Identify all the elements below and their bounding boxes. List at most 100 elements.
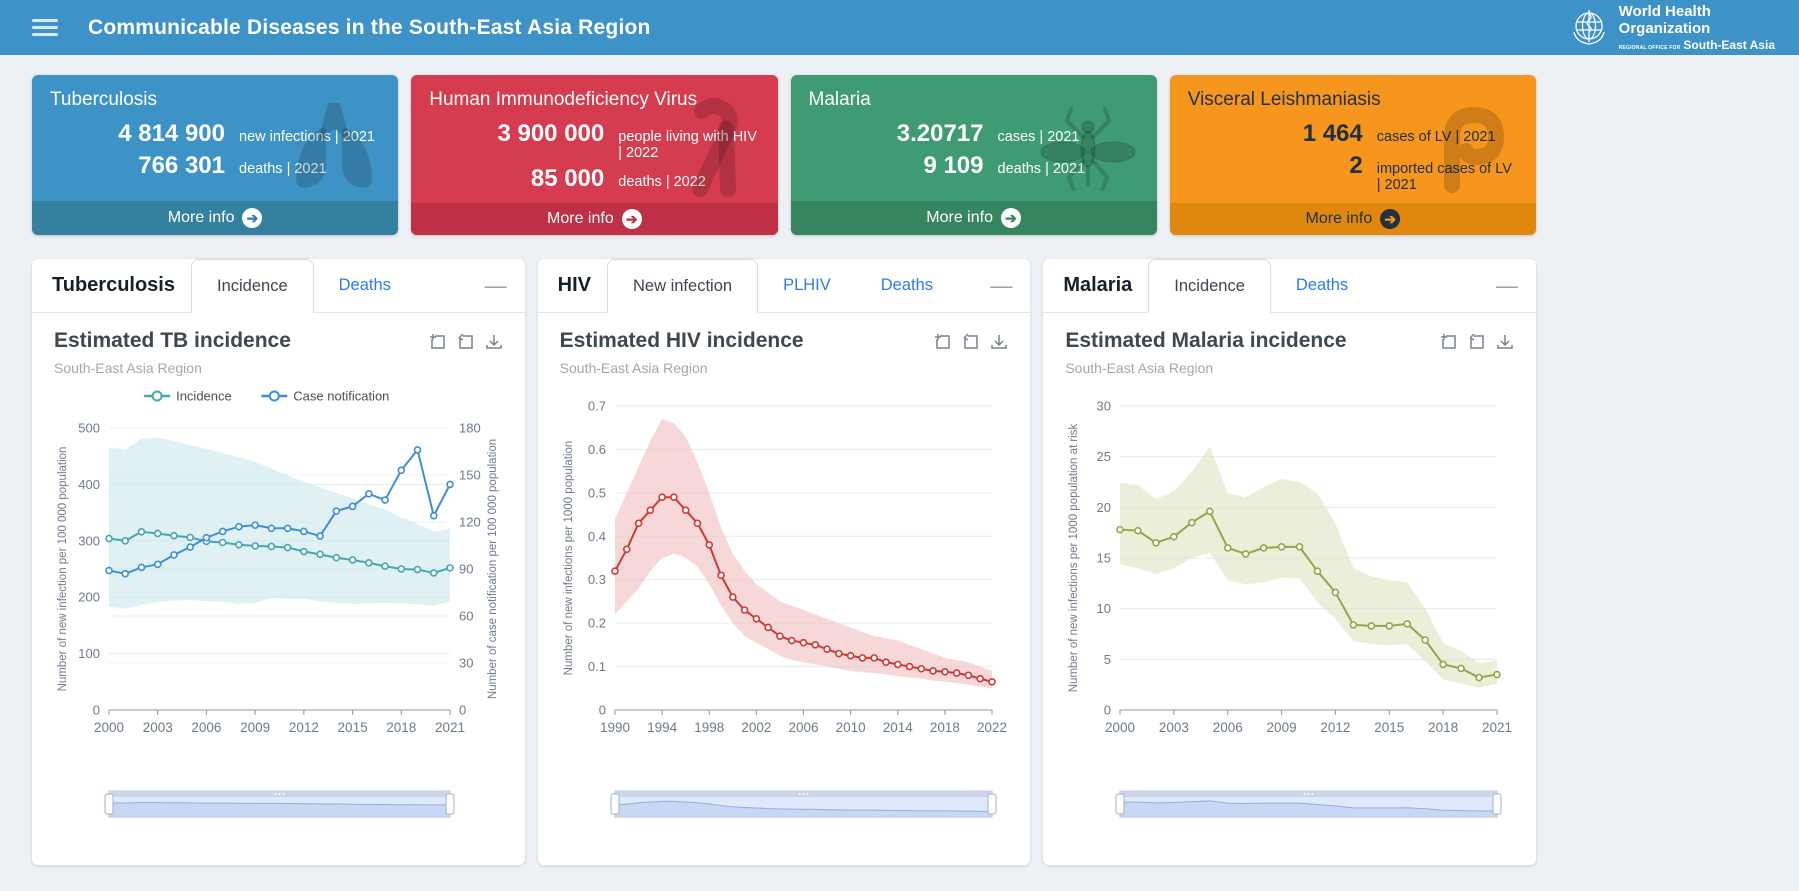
svg-text:2018: 2018 (386, 720, 416, 735)
logo-line-2: Organization (1618, 20, 1711, 37)
card-title: Tuberculosis (50, 89, 158, 110)
who-logo: World Health Organization REGIONAL OFFIC… (1567, 3, 1775, 52)
logo-line-4: South-East Asia (1683, 38, 1775, 52)
download-icon[interactable] (485, 333, 503, 351)
datazoom-handle[interactable] (987, 793, 997, 815)
datazoom-handle[interactable] (610, 793, 620, 815)
hiv-panel-header: HIV New infection PLHIV Deaths — (537, 259, 1031, 313)
svg-text:1990: 1990 (600, 720, 630, 735)
svg-text:2009: 2009 (1267, 720, 1297, 735)
svg-text:0.4: 0.4 (588, 529, 606, 544)
tab-deaths[interactable]: Deaths (338, 276, 391, 294)
svg-text:180: 180 (459, 421, 481, 436)
disease-card-malaria: Malaria 3.20717 cases | 2021 9 109 death… (790, 75, 1157, 235)
svg-text:1994: 1994 (647, 720, 678, 735)
arrow-right-icon: ➔ (1000, 208, 1021, 228)
svg-text:2006: 2006 (1213, 720, 1243, 735)
svg-text:0: 0 (459, 703, 466, 718)
svg-text:2010: 2010 (835, 720, 865, 735)
series-line (108, 448, 451, 575)
who-emblem-icon (1573, 9, 1605, 45)
datazoom-handle[interactable] (445, 793, 455, 815)
page-title: Communicable Diseases in the South-East … (88, 15, 651, 39)
download-icon[interactable] (990, 333, 1008, 351)
datazoom-handle[interactable] (1115, 793, 1125, 815)
tab-incidence[interactable]: Incidence (1148, 259, 1271, 313)
svg-text:0: 0 (598, 703, 605, 718)
restore-icon[interactable] (457, 333, 475, 351)
chart-title: Estimated HIV incidence (559, 329, 804, 352)
svg-text:100: 100 (78, 646, 100, 661)
svg-text:Number of case notification pe: Number of case notification per 100 000 … (487, 439, 499, 699)
svg-text:25: 25 (1097, 449, 1111, 464)
tb-panel-header: Tuberculosis Incidence Deaths — (32, 259, 525, 313)
svg-text:2021: 2021 (1482, 720, 1512, 735)
tab-deaths[interactable]: Deaths (880, 276, 934, 294)
svg-text:0.6: 0.6 (588, 442, 606, 457)
parasite-icon (1444, 106, 1505, 193)
zoom-select-icon[interactable] (934, 333, 952, 351)
tab-plhiv[interactable]: PLHIV (783, 276, 831, 294)
svg-text:400: 400 (78, 477, 100, 492)
more-info-button[interactable]: More info ➔ (32, 201, 399, 235)
stat-row: 1 464 cases of LV | 2021 (1302, 120, 1496, 147)
zoom-select-icon[interactable] (1440, 333, 1458, 351)
menu-icon[interactable] (32, 19, 58, 36)
chart-title: Estimated Malaria incidence (1065, 329, 1347, 352)
malaria-panel: Malaria Incidence Deaths — Estimated Mal… (1043, 259, 1536, 865)
arrow-right-icon: ➔ (621, 209, 642, 229)
minimize-icon[interactable]: — (990, 272, 1013, 298)
chart-toolbox (1440, 333, 1514, 351)
hiv-panel: HIV New infection PLHIV Deaths — Estimat… (537, 259, 1031, 865)
datazoom-handle[interactable] (104, 793, 114, 815)
stat-row: 3 900 000 people living with HIV | 2022 (497, 120, 757, 161)
stat-row: 4 814 900 new infections | 2021 (118, 120, 375, 147)
tab-incidence[interactable]: Incidence (191, 259, 314, 313)
tab-deaths[interactable]: Deaths (1295, 276, 1349, 294)
svg-text:0: 0 (93, 703, 100, 718)
svg-text:150: 150 (459, 468, 481, 483)
svg-text:2022: 2022 (977, 720, 1007, 735)
more-info-button[interactable]: More info ➔ (411, 203, 778, 235)
tab-new-infection[interactable]: New infection (607, 259, 759, 313)
svg-text:30: 30 (459, 656, 473, 671)
svg-text:2012: 2012 (289, 720, 319, 735)
svg-text:15: 15 (1097, 551, 1111, 566)
svg-text:0.3: 0.3 (588, 572, 606, 587)
chart-toolbox (934, 333, 1008, 351)
svg-text:Case notification: Case notification (293, 389, 389, 404)
panel-title: Tuberculosis (52, 274, 175, 296)
svg-text:0.5: 0.5 (588, 485, 606, 500)
svg-text:300: 300 (78, 533, 100, 548)
minimize-icon[interactable]: — (484, 272, 507, 298)
app-header: Communicable Diseases in the South-East … (0, 0, 1799, 55)
download-icon[interactable] (1496, 333, 1514, 351)
svg-text:2006: 2006 (191, 720, 221, 735)
more-info-button[interactable]: More info ➔ (1169, 203, 1536, 235)
panel-title: Malaria (1063, 274, 1133, 296)
svg-text:2015: 2015 (1375, 720, 1405, 735)
svg-text:2014: 2014 (882, 720, 913, 735)
svg-text:Number of new infections per 1: Number of new infections per 1000 popula… (563, 441, 575, 676)
restore-icon[interactable] (962, 333, 980, 351)
svg-text:2000: 2000 (94, 720, 124, 735)
restore-icon[interactable] (1468, 333, 1486, 351)
svg-text:2003: 2003 (143, 720, 173, 735)
svg-text:20: 20 (1097, 500, 1111, 515)
confidence-band (109, 437, 450, 609)
malaria-chart: 2000 2003 2006 2009 2012 2015 2018 2021 0 5 10 15 20… (1068, 399, 1512, 818)
zoom-select-icon[interactable] (429, 333, 447, 351)
datazoom-handle[interactable] (1492, 793, 1502, 815)
svg-text:0.7: 0.7 (588, 399, 606, 414)
svg-text:500: 500 (78, 421, 100, 436)
stat-row: 85 000 deaths | 2022 (530, 165, 706, 192)
awareness-ribbon-icon (691, 98, 738, 197)
mosquito-icon (1040, 107, 1136, 191)
svg-text:2009: 2009 (240, 720, 270, 735)
svg-text:2002: 2002 (741, 720, 771, 735)
card-title: Malaria (808, 89, 871, 110)
minimize-icon[interactable]: — (1495, 272, 1518, 298)
stat-row: 2 imported cases of LV | 2021 (1349, 152, 1512, 193)
confidence-band (1120, 446, 1498, 688)
more-info-button[interactable]: More info ➔ (790, 201, 1157, 235)
